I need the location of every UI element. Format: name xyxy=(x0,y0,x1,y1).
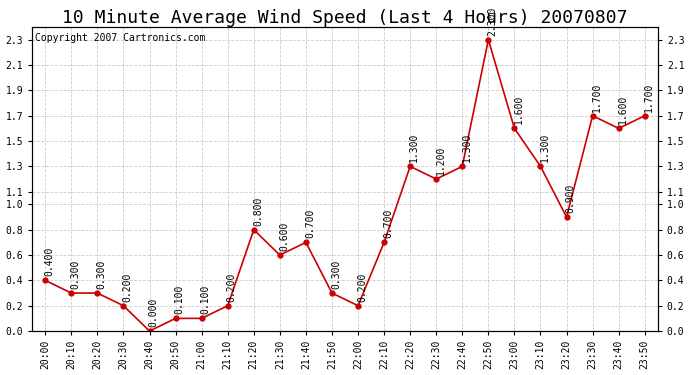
Text: 0.700: 0.700 xyxy=(305,209,315,238)
Text: 2.300: 2.300 xyxy=(488,6,497,36)
Text: 0.100: 0.100 xyxy=(175,285,185,314)
Text: 1.300: 1.300 xyxy=(409,133,420,162)
Text: 0.900: 0.900 xyxy=(566,183,575,213)
Text: 0.100: 0.100 xyxy=(201,285,211,314)
Text: 0.200: 0.200 xyxy=(227,272,237,302)
Text: 0.300: 0.300 xyxy=(97,260,106,289)
Text: 0.700: 0.700 xyxy=(383,209,393,238)
Text: 0.200: 0.200 xyxy=(357,272,367,302)
Text: 1.200: 1.200 xyxy=(435,146,446,175)
Text: 0.200: 0.200 xyxy=(123,272,132,302)
Text: 1.700: 1.700 xyxy=(644,82,654,111)
Text: 0.600: 0.600 xyxy=(279,222,289,251)
Text: 1.300: 1.300 xyxy=(540,133,550,162)
Text: 0.000: 0.000 xyxy=(148,297,159,327)
Text: 0.300: 0.300 xyxy=(70,260,81,289)
Text: 1.300: 1.300 xyxy=(462,133,471,162)
Title: 10 Minute Average Wind Speed (Last 4 Hours) 20070807: 10 Minute Average Wind Speed (Last 4 Hou… xyxy=(62,9,628,27)
Text: 1.600: 1.600 xyxy=(513,95,524,124)
Text: 0.400: 0.400 xyxy=(44,247,55,276)
Text: 1.600: 1.600 xyxy=(618,95,628,124)
Text: Copyright 2007 Cartronics.com: Copyright 2007 Cartronics.com xyxy=(35,33,206,43)
Text: 0.300: 0.300 xyxy=(331,260,341,289)
Text: 1.700: 1.700 xyxy=(592,82,602,111)
Text: 0.800: 0.800 xyxy=(253,196,263,225)
